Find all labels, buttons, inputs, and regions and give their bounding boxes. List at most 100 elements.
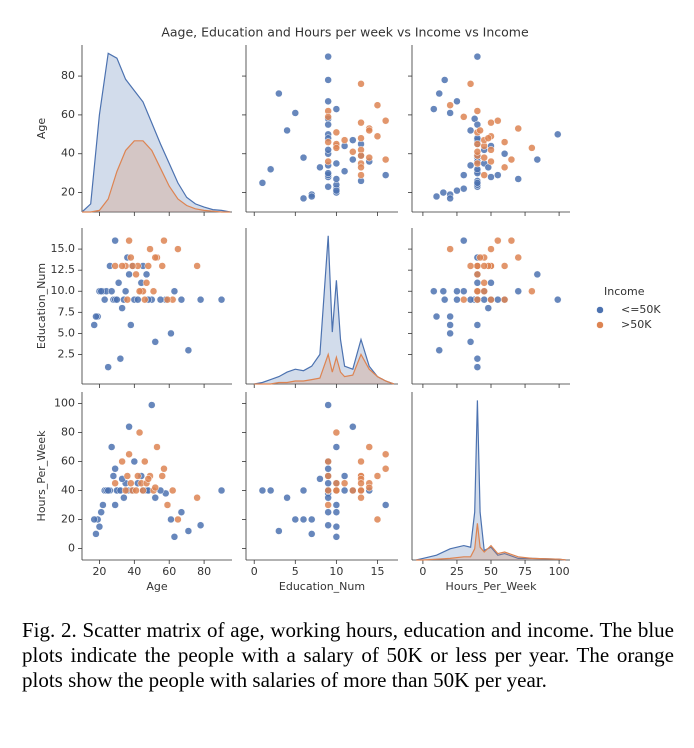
scatter-point (453, 97, 461, 106)
scatter-point (184, 527, 193, 535)
scatter-point (430, 287, 438, 295)
scatter-point (163, 295, 172, 304)
scatter-point (500, 262, 509, 270)
scatter-point (92, 312, 100, 321)
scatter-point (283, 126, 291, 135)
x-tick-label: 50 (484, 565, 498, 578)
scatter-point (430, 105, 438, 113)
scatter-point (299, 486, 308, 495)
scatter-point (432, 312, 441, 321)
scatter-point (494, 295, 502, 304)
scatter-point (432, 192, 441, 201)
scatter-point (332, 522, 341, 531)
scatter-point (473, 279, 482, 287)
scatter-point (373, 472, 382, 480)
scatter-point (107, 443, 116, 451)
scatter-point (332, 501, 341, 509)
scatter-point (111, 479, 119, 487)
scatter-point (349, 423, 357, 431)
scatter-point (121, 486, 130, 495)
scatter-point (553, 130, 562, 139)
scatter-point (158, 262, 166, 270)
scatter-point (324, 120, 332, 129)
scatter-point (153, 443, 161, 451)
scatter-point (507, 236, 516, 245)
scatter-point (127, 321, 135, 329)
scatter-point (349, 148, 357, 156)
scatter-point (324, 76, 332, 84)
x-tick-label: 15 (370, 565, 384, 578)
scatter-point (476, 126, 484, 135)
scatter-point (324, 508, 332, 516)
scatter-point (466, 126, 475, 135)
scatter-point (476, 253, 484, 262)
scatter-point (275, 89, 283, 98)
scatter-point (553, 295, 562, 304)
scatter-point (487, 295, 495, 304)
figure-caption: Fig. 2. Scatter matrix of age, working h… (22, 618, 674, 692)
scatter-point (158, 472, 166, 480)
scatter-point (340, 486, 349, 495)
scatter-point (487, 279, 495, 287)
y-tick-label: 80 (61, 426, 75, 439)
scatter-point (307, 530, 316, 538)
density-area (82, 140, 231, 212)
scatter-point (142, 270, 151, 279)
scatter-point (480, 153, 488, 162)
scatter-point (168, 486, 177, 495)
scatter-point (299, 515, 308, 524)
scatter-point (170, 287, 179, 295)
scatter-point (500, 163, 509, 172)
scatter-point (316, 475, 324, 483)
scatter-point (446, 194, 454, 203)
scatter-point (148, 401, 156, 409)
density-area (254, 235, 394, 384)
scatter-point (127, 253, 135, 262)
legend-label: >50K (621, 318, 652, 331)
scatter-point (466, 338, 475, 346)
scatter-point (357, 80, 365, 88)
scatter-point (174, 245, 182, 253)
scatter-point (487, 146, 495, 154)
scatter-point (184, 346, 193, 355)
scatter-point (528, 144, 536, 152)
scatter-point (446, 109, 454, 117)
scatter-point (128, 262, 137, 270)
scatter-point (357, 479, 365, 487)
scatter-point (332, 428, 341, 437)
scatter-point (146, 245, 154, 253)
y-tick-label: 7.5 (58, 305, 76, 318)
scatter-point (100, 295, 109, 304)
scatter-point (357, 163, 365, 172)
scatter-point (480, 287, 488, 295)
scatter-point (340, 136, 349, 144)
scatter-point (381, 155, 390, 164)
legend-marker (596, 306, 604, 314)
x-tick-label: 0 (419, 565, 426, 578)
scatter-point (111, 465, 119, 473)
scatter-point (373, 101, 382, 109)
scatter-point (135, 428, 144, 437)
density-area (416, 523, 566, 560)
scatter-point (130, 457, 139, 466)
scatter-point (113, 295, 121, 304)
scatter-point (453, 295, 461, 304)
scatter-point (332, 533, 341, 541)
scatter-point (357, 171, 365, 179)
scatter-point (275, 527, 283, 535)
density-line (254, 235, 395, 385)
scatter-point (90, 321, 98, 329)
scatter-point (484, 304, 493, 312)
scatter-point (466, 262, 475, 270)
scatter-point (92, 530, 100, 538)
scatter-point (533, 155, 542, 164)
scatter-point (307, 515, 316, 524)
scatter-point (142, 279, 151, 287)
scatter-point (111, 501, 119, 509)
scatter-point (151, 338, 160, 346)
scatter-point (97, 287, 105, 295)
scatter-point (473, 287, 482, 295)
y-tick-label: 40 (61, 483, 75, 496)
scatter-point (453, 186, 461, 195)
scatter-point (167, 515, 175, 524)
